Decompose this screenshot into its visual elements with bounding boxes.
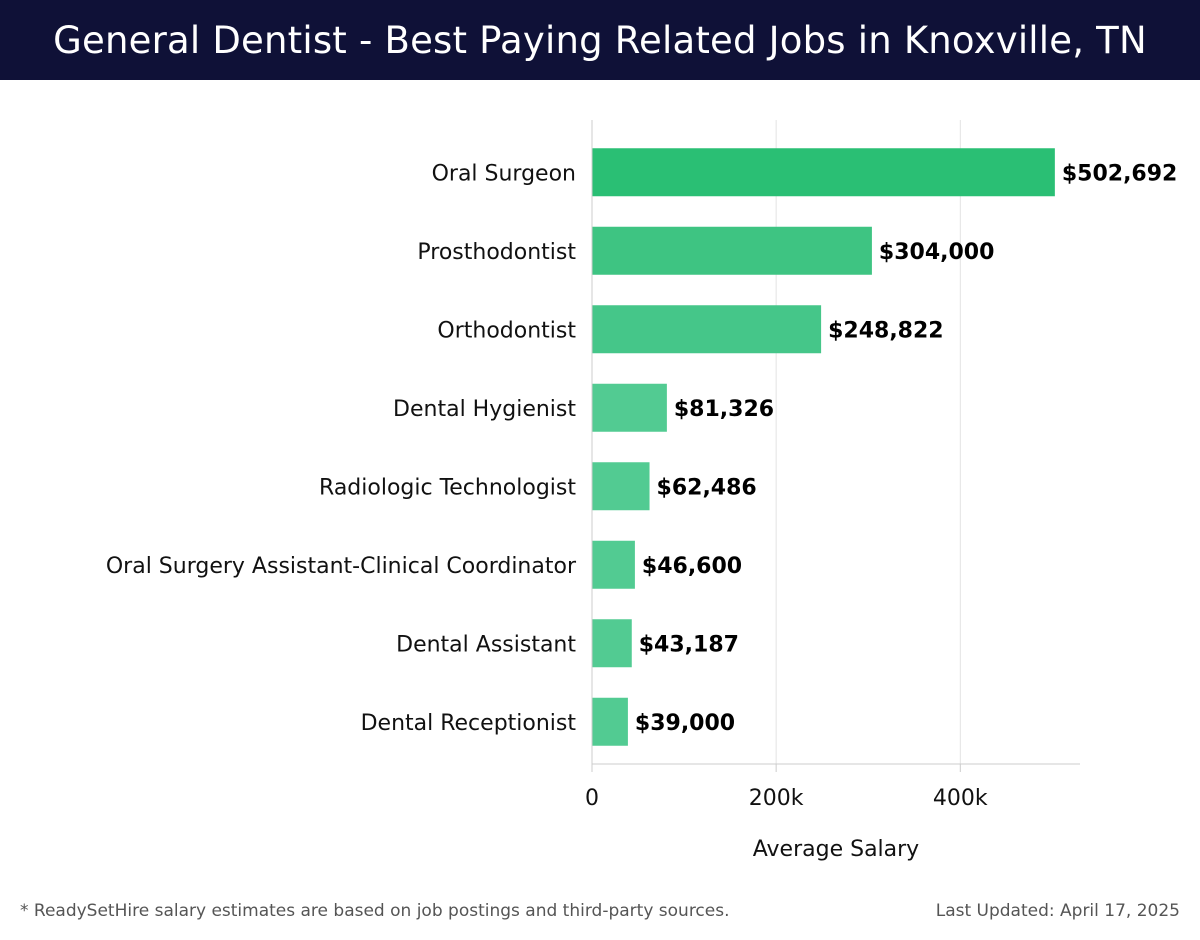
value-label: $248,822 — [828, 318, 944, 343]
bar-6 — [592, 619, 632, 668]
category-label: Dental Hygienist — [393, 397, 576, 422]
salary-bar-chart: 0 200k 400k Oral Surgeon $502,692 Prosthodont… — [106, 120, 1178, 862]
value-label: $39,000 — [635, 711, 735, 736]
value-label: $304,000 — [879, 240, 995, 265]
value-label: $502,692 — [1062, 161, 1178, 186]
footer-disclaimer: * ReadySetHire salary estimates are base… — [20, 901, 730, 921]
bar-3 — [592, 383, 667, 432]
value-label: $62,486 — [657, 475, 757, 500]
footer-last-updated: Last Updated: April 17, 2025 — [935, 901, 1180, 921]
grid-lines — [775, 120, 961, 764]
category-label: Dental Assistant — [396, 632, 576, 657]
x-axis-title: Average Salary — [753, 837, 919, 862]
axes — [591, 120, 1080, 772]
value-label: $81,326 — [674, 397, 774, 422]
category-label: Radiologic Technologist — [319, 475, 576, 500]
bar-0 — [592, 148, 1055, 197]
bar-7 — [592, 697, 628, 746]
bar-2 — [592, 305, 822, 354]
category-label: Prosthodontist — [417, 240, 576, 265]
labels: 0 200k 400k Oral Surgeon $502,692 Prosthodont… — [106, 161, 1178, 862]
value-label: $43,187 — [639, 632, 739, 657]
bar-1 — [592, 226, 872, 275]
bar-5 — [592, 540, 635, 589]
value-label: $46,600 — [642, 554, 742, 579]
x-tick-label: 400k — [933, 786, 988, 811]
chart-title: General Dentist - Best Paying Related Jo… — [53, 18, 1147, 62]
category-label: Orthodontist — [437, 318, 576, 343]
x-tick-label: 200k — [749, 786, 804, 811]
category-label: Dental Receptionist — [361, 711, 577, 736]
category-label: Oral Surgery Assistant-Clinical Coordina… — [106, 554, 577, 579]
bar-4 — [592, 462, 650, 511]
x-tick-label: 0 — [585, 786, 599, 811]
category-label: Oral Surgeon — [432, 161, 576, 186]
chart-header: General Dentist - Best Paying Related Jo… — [0, 0, 1200, 80]
bars — [592, 148, 1055, 746]
